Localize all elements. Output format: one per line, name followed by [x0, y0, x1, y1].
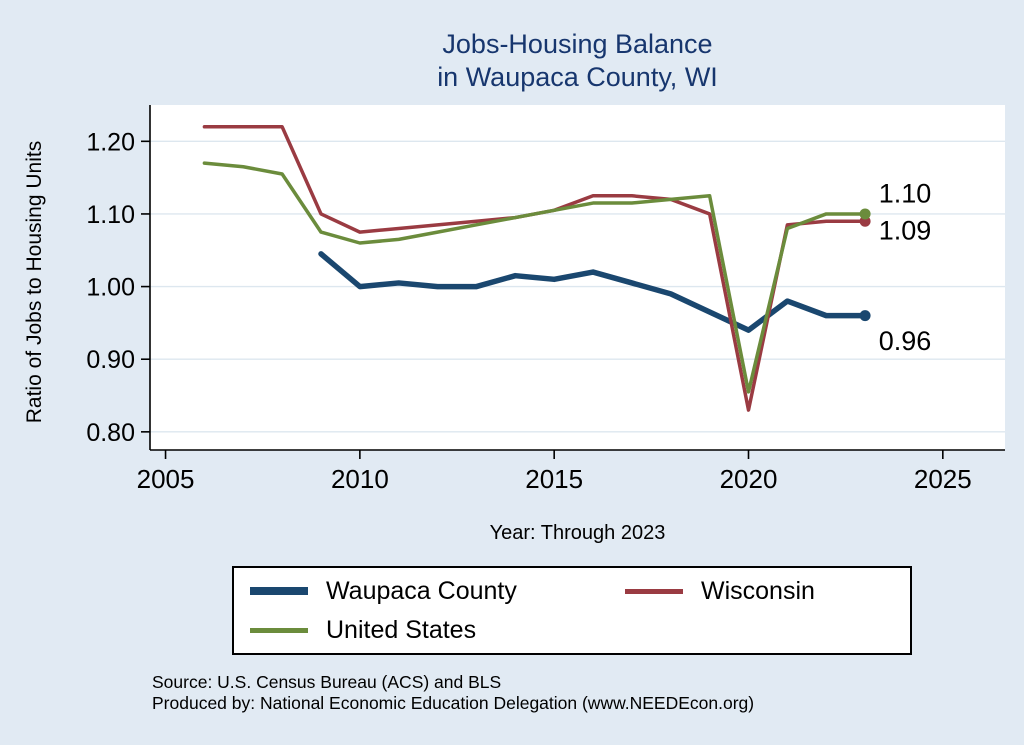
source-line: Source: U.S. Census Bureau (ACS) and BLS	[152, 672, 502, 692]
x-tick-label: 2025	[914, 464, 972, 494]
series-line-united-states	[202, 161, 867, 394]
end-value-label: 1.10	[879, 179, 932, 209]
y-tick-label: 1.00	[86, 274, 135, 302]
legend-item-wisconsin: Wisconsin	[625, 577, 910, 606]
chart-title-line2: in Waupaca County, WI	[437, 62, 718, 92]
chart-title-line1: Jobs-Housing Balance	[442, 29, 713, 59]
legend-label-wisconsin: Wisconsin	[701, 576, 815, 605]
end-marker-waupaca-county	[859, 310, 871, 322]
legend-item-waupaca-county: Waupaca County	[250, 577, 625, 606]
chart-legend: Waupaca County Wisconsin United States	[232, 566, 912, 655]
x-tick-label: 2010	[331, 464, 389, 494]
y-tick-label: 0.80	[86, 419, 135, 447]
end-marker-united-states	[859, 208, 871, 220]
x-tick-label: 2015	[525, 464, 583, 494]
produced-by-line: Produced by: National Economic Education…	[152, 693, 755, 713]
legend-swatch-united-states	[250, 627, 308, 633]
end-value-label: 0.96	[879, 326, 932, 356]
y-tick-label: 0.90	[86, 346, 135, 374]
legend-label-united-states: United States	[326, 615, 477, 644]
y-tick-label: 1.10	[86, 201, 135, 229]
end-value-label: 1.09	[879, 216, 932, 246]
x-tick-label: 2005	[137, 464, 195, 494]
legend-swatch-waupaca-county	[250, 587, 308, 595]
x-axis-label: Year: Through 2023	[489, 522, 666, 544]
chart-title: Jobs-Housing Balance in Waupaca County, …	[150, 28, 1005, 94]
legend-swatch-wisconsin	[625, 588, 683, 594]
series-line-waupaca-county	[318, 251, 868, 333]
x-tick-label: 2020	[720, 464, 778, 494]
legend-item-united-states: United States	[250, 616, 625, 645]
source-note: Source: U.S. Census Bureau (ACS) and BLS…	[152, 672, 754, 714]
legend-label-waupaca-county: Waupaca County	[326, 576, 517, 605]
y-tick-label: 1.20	[86, 128, 135, 156]
